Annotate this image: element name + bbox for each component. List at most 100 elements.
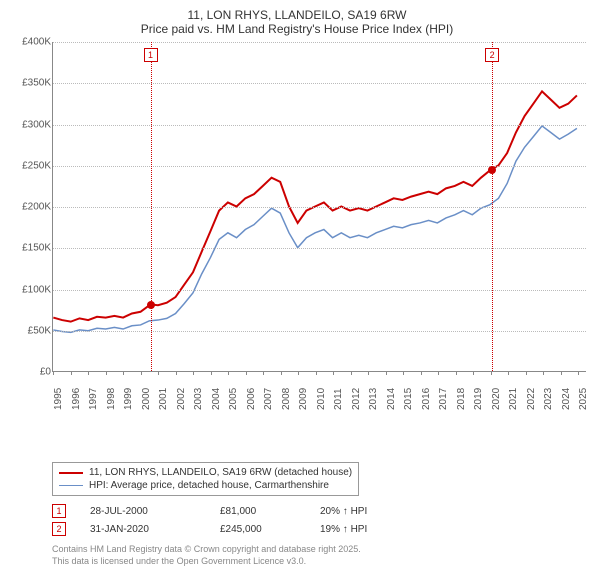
gridline [53,207,586,208]
x-axis-label: 1995 [53,388,64,410]
x-tick [438,371,439,375]
x-tick [543,371,544,375]
x-axis-label: 2025 [578,388,589,410]
x-tick [333,371,334,375]
sale-price: £81,000 [220,506,320,517]
legend-label: HPI: Average price, detached house, Carm… [89,480,329,491]
x-axis-label: 2001 [158,388,169,410]
x-tick [228,371,229,375]
x-tick [491,371,492,375]
sale-row-marker: 1 [52,504,66,518]
x-axis-label: 2014 [386,388,397,410]
x-tick [508,371,509,375]
title-subtitle: Price paid vs. HM Land Registry's House … [4,22,590,36]
gridline [53,42,586,43]
series-line-hpi [53,126,577,332]
sale-date: 28-JUL-2000 [90,506,220,517]
sale-date: 31-JAN-2020 [90,524,220,535]
x-tick [53,371,54,375]
x-axis-label: 1997 [88,388,99,410]
x-tick [141,371,142,375]
y-axis-label: £150K [13,243,51,254]
sale-hpi: 19% ↑ HPI [320,524,420,535]
x-axis-label: 1996 [71,388,82,410]
x-axis-label: 2000 [141,388,152,410]
x-axis-label: 2020 [491,388,502,410]
x-tick [246,371,247,375]
sale-marker-dot [147,301,155,309]
x-axis-label: 2022 [526,388,537,410]
x-tick [158,371,159,375]
sale-marker-dot [488,166,496,174]
x-axis-label: 2009 [298,388,309,410]
footer-attribution: Contains HM Land Registry data © Crown c… [52,544,590,567]
x-axis-label: 2013 [368,388,379,410]
sale-row: 2 31-JAN-2020£245,00019% ↑ HPI [52,520,590,538]
x-axis-label: 2012 [351,388,362,410]
x-tick [123,371,124,375]
x-tick [88,371,89,375]
x-tick [281,371,282,375]
x-tick [193,371,194,375]
x-axis-label: 2006 [246,388,257,410]
x-axis-label: 2007 [263,388,274,410]
gridline [53,125,586,126]
x-tick [176,371,177,375]
x-axis-label: 2024 [561,388,572,410]
sale-price: £245,000 [220,524,320,535]
x-tick [421,371,422,375]
x-axis-label: 1999 [123,388,134,410]
x-axis-label: 2004 [211,388,222,410]
sale-row: 1 28-JUL-2000£81,00020% ↑ HPI [52,502,590,520]
legend-swatch [59,472,83,474]
x-tick [316,371,317,375]
x-tick [263,371,264,375]
legend-swatch [59,485,83,487]
x-axis-label: 2010 [316,388,327,410]
y-axis-label: £50K [13,325,51,336]
legend-label: 11, LON RHYS, LLANDEILO, SA19 6RW (detac… [89,467,352,478]
x-tick [578,371,579,375]
x-tick [298,371,299,375]
y-axis-label: £250K [13,160,51,171]
x-tick [368,371,369,375]
x-axis-label: 2023 [543,388,554,410]
x-axis-label: 2005 [228,388,239,410]
x-axis-label: 2019 [473,388,484,410]
gridline [53,331,586,332]
title-address: 11, LON RHYS, LLANDEILO, SA19 6RW [4,8,590,22]
x-tick [561,371,562,375]
x-axis-label: 2018 [456,388,467,410]
footer-line-1: Contains HM Land Registry data © Crown c… [52,544,590,556]
gridline [53,248,586,249]
x-axis-label: 2002 [176,388,187,410]
sale-hpi: 20% ↑ HPI [320,506,420,517]
gridline [53,166,586,167]
chart-area: £0£50K£100K£150K£200K£250K£300K£350K£400… [12,40,590,420]
x-axis-label: 2011 [333,388,344,410]
legend-item: HPI: Average price, detached house, Carm… [59,479,352,492]
sale-marker-line [151,42,152,371]
x-tick [386,371,387,375]
y-axis-label: £0 [13,367,51,378]
x-axis-label: 1998 [106,388,117,410]
x-tick [211,371,212,375]
x-tick [351,371,352,375]
x-tick [71,371,72,375]
y-axis-label: £400K [13,37,51,48]
x-axis-label: 2015 [403,388,414,410]
x-axis-label: 2017 [438,388,449,410]
x-tick [106,371,107,375]
legend: 11, LON RHYS, LLANDEILO, SA19 6RW (detac… [52,462,359,496]
sale-marker-label: 2 [485,48,499,62]
x-axis-label: 2016 [421,388,432,410]
x-tick [526,371,527,375]
sale-row-marker: 2 [52,522,66,536]
x-tick [456,371,457,375]
footer-line-2: This data is licensed under the Open Gov… [52,556,590,567]
y-axis-label: £300K [13,119,51,130]
x-axis-label: 2021 [508,388,519,410]
sale-marker-label: 1 [144,48,158,62]
sale-marker-line [492,42,493,371]
legend-item: 11, LON RHYS, LLANDEILO, SA19 6RW (detac… [59,466,352,479]
